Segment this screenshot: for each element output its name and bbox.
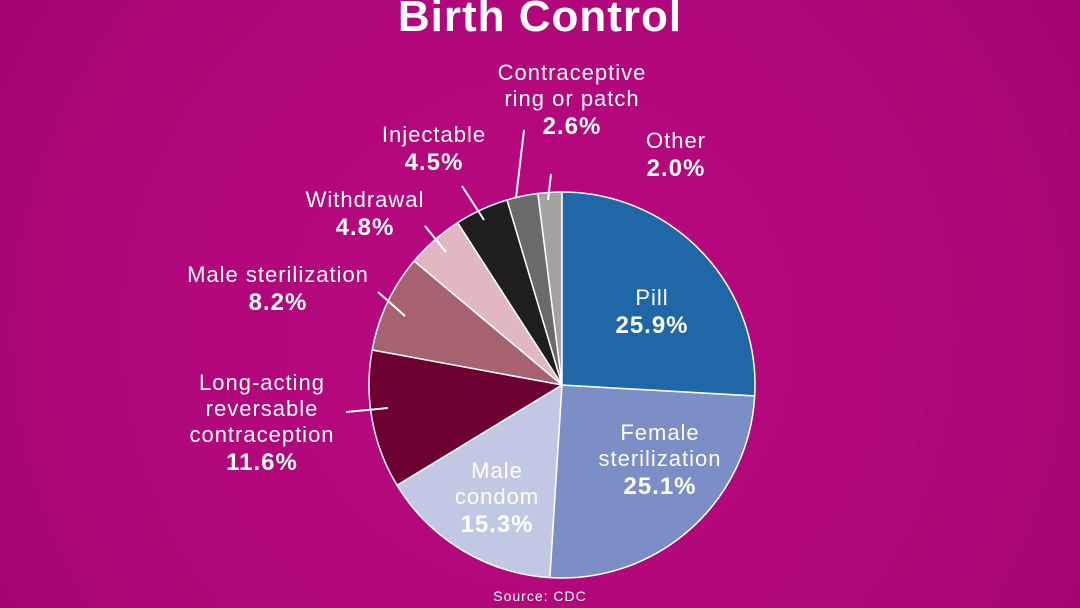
chart-title: Birth Control [397, 0, 683, 41]
leader-lines [345, 129, 552, 413]
value-label: 25.1% [623, 473, 697, 500]
pie-slice [368, 349, 565, 487]
slice-label: Injectable 4.5% [364, 122, 504, 178]
pie-slice [561, 191, 756, 397]
category-label: Injectable [381, 122, 487, 147]
value-label: 25.9% [615, 312, 689, 339]
leader-line [461, 185, 485, 221]
value-label: 2.0% [646, 155, 706, 182]
value-label: 2.6% [542, 113, 602, 140]
slice-label: Male sterilization 8.2% [158, 262, 398, 318]
leader-line [547, 173, 552, 201]
slice-label: Contraceptive ring or patch 2.6% [477, 60, 667, 142]
value-label: 4.8% [335, 214, 395, 241]
slice-label: Pill 25.9% [577, 285, 727, 341]
value-label: 8.2% [248, 289, 308, 316]
value-label: 4.5% [404, 149, 464, 176]
pie-slice [549, 384, 756, 579]
category-label: Male condom [454, 458, 540, 509]
category-label: Long-acting reversable contraception [189, 370, 335, 447]
category-label: Contraceptive ring or patch [497, 60, 647, 111]
category-label: Withdrawal [305, 187, 425, 212]
category-label: Male sterilization [187, 262, 369, 287]
slice-label: Withdrawal 4.8% [285, 187, 445, 243]
slice-label: Long-acting reversable contraception 11.6… [167, 370, 357, 478]
leader-line [345, 407, 389, 413]
pie-slice [371, 259, 565, 387]
slice-label: Other 2.0% [626, 128, 726, 184]
leader-line [424, 225, 447, 253]
category-label: Other [645, 128, 707, 153]
slice-label: Male condom 15.3% [447, 458, 547, 540]
value-label: 15.3% [460, 511, 534, 538]
slice-label: Female sterilization 25.1% [590, 420, 730, 502]
value-label: 11.6% [226, 449, 298, 476]
leader-line [377, 291, 406, 317]
source: Source: CDC [493, 588, 587, 604]
pie-slice [396, 383, 563, 579]
category-label: Female sterilization [598, 420, 722, 471]
leader-line [515, 129, 525, 199]
category-label: Pill [635, 285, 669, 310]
